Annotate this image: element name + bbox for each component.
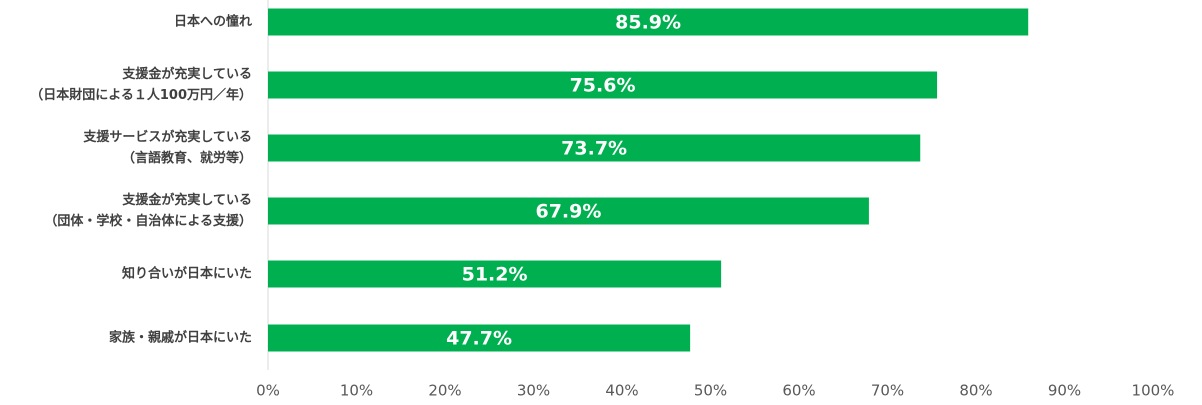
category-label: （日本財団による１人100万円／年）: [30, 87, 252, 103]
bar: [268, 197, 869, 225]
x-tick-label: 100%: [1132, 382, 1175, 400]
category-label: 家族・親戚が日本にいた: [109, 330, 252, 346]
category-label: 日本への憧れ: [174, 14, 252, 30]
x-tick-label: 30%: [517, 382, 550, 400]
bar: [268, 71, 938, 99]
category-label: 知り合いが日本にいた: [122, 266, 252, 282]
category-label: （言語教育、就労等）: [122, 150, 252, 166]
x-tick-label: 80%: [959, 382, 992, 400]
bar: [268, 134, 921, 162]
x-tick-label: 60%: [782, 382, 815, 400]
bar: [268, 260, 722, 288]
x-tick-label: 20%: [428, 382, 461, 400]
x-tick-label: 70%: [871, 382, 904, 400]
category-label: 支援サービスが充実している: [82, 129, 252, 145]
data-label: 47.7%: [446, 328, 512, 350]
category-label: 支援金が充実している: [121, 192, 252, 208]
data-label: 75.6%: [570, 75, 636, 97]
bar: [268, 324, 691, 352]
x-tick-label: 40%: [605, 382, 638, 400]
x-tick-label: 90%: [1048, 382, 1081, 400]
data-label: 51.2%: [462, 264, 528, 286]
bar: [268, 8, 1029, 36]
data-label: 85.9%: [615, 12, 681, 34]
x-tick-label: 50%: [694, 382, 727, 400]
category-label: （団体・学校・自治体による支援）: [44, 213, 252, 229]
data-label: 67.9%: [535, 201, 601, 223]
labels-layer: 0% 10% 20% 30% 40% 50% 60% 70% 80% 90% 100% 85.9% 日本…: [30, 12, 1174, 400]
category-label: 支援金が充実している: [121, 66, 252, 82]
x-tick-label: 10%: [340, 382, 373, 400]
x-tick-label: 0%: [256, 382, 280, 400]
bars-layer: [268, 8, 1029, 352]
data-label: 73.7%: [561, 138, 627, 160]
